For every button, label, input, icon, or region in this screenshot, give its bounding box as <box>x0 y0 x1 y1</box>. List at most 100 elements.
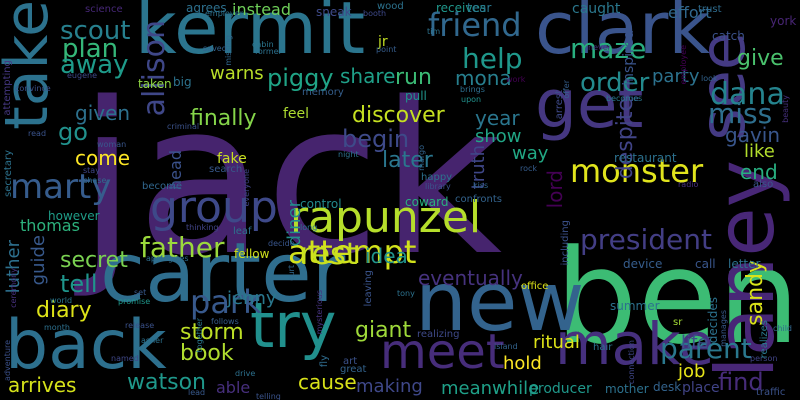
word-carter: carter <box>100 226 346 321</box>
word-criminal: criminal <box>167 122 200 131</box>
word-plan: plan <box>62 34 119 64</box>
word-world: world <box>50 296 73 305</box>
word-chase: chase <box>83 176 107 185</box>
word-ritual: ritual <box>533 332 580 353</box>
word-convince: convince <box>15 84 51 93</box>
word-like: like <box>744 141 775 162</box>
word-former: former <box>255 47 282 56</box>
word-eugene: eugene <box>67 71 97 80</box>
word-give: give <box>737 46 784 71</box>
word-agrees: agrees <box>186 1 227 15</box>
word-restaurant: restaurant <box>614 151 677 165</box>
word-offer: offer <box>562 80 571 99</box>
word-hold: hold <box>503 353 542 374</box>
word-decide: decide <box>268 239 295 248</box>
word-order: order <box>580 68 650 98</box>
word-making: making <box>356 376 423 397</box>
word-leaf: leaf <box>233 226 252 237</box>
word-effort: effort <box>668 3 712 22</box>
word-island: island <box>494 342 518 351</box>
word-gavin: gavin <box>725 123 781 147</box>
word-long: long <box>300 223 318 232</box>
word-upon: upon <box>461 95 482 104</box>
word-later: later <box>382 148 433 173</box>
word-becomes: becomes <box>606 94 643 103</box>
word-tear: tear <box>467 1 492 15</box>
word-drive: drive <box>235 369 256 378</box>
word-york: york <box>770 14 797 28</box>
word-cabin: cabin <box>252 40 274 49</box>
word-manages: manages <box>719 310 728 347</box>
word-eventually: eventually <box>418 266 523 290</box>
word-mysterious: mysterious <box>315 290 324 335</box>
word-apologizes: apologizes <box>146 254 189 263</box>
word-decides: decides <box>706 297 720 344</box>
word-father: father <box>140 231 225 264</box>
word-employer: employer <box>205 9 243 18</box>
word-promise: promise <box>118 297 151 306</box>
word-search: search <box>209 164 243 175</box>
word-mother: mother <box>605 382 649 396</box>
word-caught: caught <box>572 1 621 17</box>
word-catch: catch <box>712 29 745 43</box>
word-find: find <box>718 368 764 396</box>
word-producer: producer <box>529 381 592 397</box>
word-named: named <box>111 354 139 363</box>
word-show: show <box>475 126 522 147</box>
word-stay: stay <box>83 166 100 175</box>
word-feel: feel <box>283 106 310 122</box>
word-tony: tony <box>397 289 415 298</box>
word-taken: taken <box>138 77 172 91</box>
word-monster: monster <box>570 152 704 190</box>
word-month: month <box>44 323 70 332</box>
word-person: person <box>750 354 778 363</box>
word-control: control <box>300 197 342 211</box>
word-book: book <box>180 341 234 366</box>
word-come: come <box>75 146 131 170</box>
word-place: place <box>682 380 720 396</box>
word-attempt: attempt <box>288 233 417 271</box>
word-guide: guide <box>28 235 49 286</box>
word-thomas: thomas <box>20 216 80 235</box>
word-diary: diary <box>36 298 92 323</box>
word-read: read <box>28 129 47 138</box>
word-go: go <box>58 118 88 146</box>
word-ben: ben <box>555 221 800 373</box>
word-asher: asher <box>141 336 164 345</box>
word-also: also <box>753 179 774 190</box>
word-share: share <box>340 64 396 88</box>
word-attempting: attempting <box>2 60 13 116</box>
word-become: become <box>142 181 183 192</box>
word-call: call <box>695 257 716 271</box>
word-job: job <box>678 361 706 382</box>
word-group: group <box>150 182 278 233</box>
word-science: science <box>85 4 123 15</box>
word-everyone: everyone <box>242 169 251 207</box>
word-meanwhile: meanwhile <box>441 378 540 399</box>
word-device: device <box>623 257 663 271</box>
word-make: make <box>555 310 715 378</box>
word-meet: meet <box>380 324 505 380</box>
word-art: art <box>343 356 358 367</box>
word-letter: letter <box>728 257 761 271</box>
word-scout: scout <box>60 16 131 46</box>
word-discover: discover <box>352 103 445 128</box>
word-given: given <box>75 101 131 125</box>
word-able: able <box>216 378 251 397</box>
word-secretary: secretary <box>3 150 14 197</box>
word-summer: summer <box>610 299 660 313</box>
word-rest: rest <box>300 237 358 272</box>
word-run: run <box>395 65 432 90</box>
word-thinking: thinking <box>186 223 219 232</box>
word-traffic: traffic <box>756 387 786 398</box>
word-work: work <box>506 75 526 84</box>
word-try: try <box>250 289 337 362</box>
word-piggy: piggy <box>267 64 334 92</box>
word-sr: sr <box>673 317 683 328</box>
word-parent: parent <box>660 332 752 365</box>
word-pull: pull <box>405 89 427 103</box>
word-rock: rock <box>520 164 538 173</box>
word-jr: jr <box>378 34 388 50</box>
word-clark: clark <box>535 0 711 70</box>
word-coward: coward <box>405 195 449 209</box>
